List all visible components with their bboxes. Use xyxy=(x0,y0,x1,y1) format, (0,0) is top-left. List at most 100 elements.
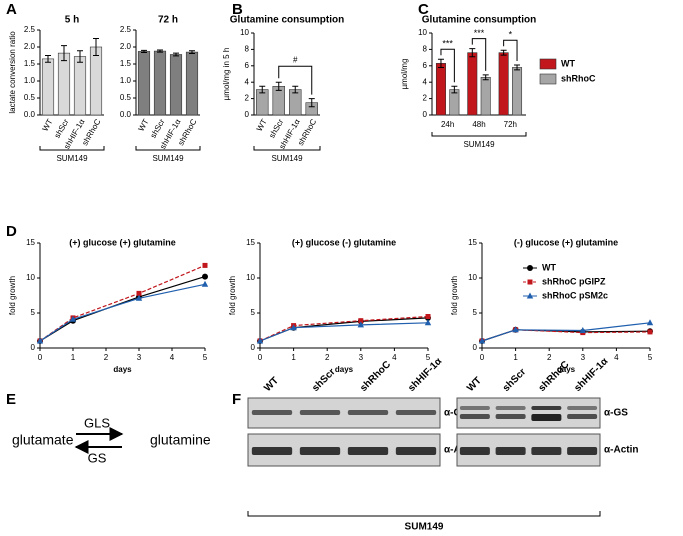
error-bar xyxy=(482,74,489,81)
x-tick-label: 1 xyxy=(71,353,76,362)
blot-band xyxy=(567,414,598,419)
x-tick-label: 4 xyxy=(392,353,397,362)
blot-band xyxy=(299,447,341,455)
y-tick-label: 0 xyxy=(251,343,256,352)
blot-band xyxy=(251,447,293,455)
bar xyxy=(185,51,199,116)
legend-label: shRhoC pGIPZ xyxy=(542,276,606,286)
reaction-diagram: glutamate glutamine GLS GS xyxy=(12,415,211,465)
x-tick-label: 2 xyxy=(547,353,552,362)
x-tick-label: 2 xyxy=(325,353,330,362)
bar xyxy=(137,51,151,116)
legend-label: shRhoC xyxy=(561,73,596,83)
row-label: α-GS xyxy=(604,408,628,419)
x-tick-label: WT xyxy=(255,117,269,132)
blot-band xyxy=(531,406,562,410)
lane-label: shHIF-1α xyxy=(572,355,611,394)
blot-band xyxy=(347,447,389,455)
y-tick-label: 15 xyxy=(468,238,477,247)
blot-band xyxy=(495,406,526,410)
data-point xyxy=(256,337,264,344)
lane-label: shScr xyxy=(501,366,529,394)
data-point xyxy=(646,319,654,326)
significance-bracket xyxy=(440,48,455,83)
error-bar xyxy=(45,55,51,63)
x-tick-label: WT xyxy=(137,117,151,132)
y-tick-label: 2.0 xyxy=(24,42,36,51)
data-point xyxy=(358,318,364,324)
y-tick-label: 1.0 xyxy=(120,76,132,85)
error-bar xyxy=(292,85,299,94)
y-tick-label: 4 xyxy=(245,77,250,86)
y-tick-label: 10 xyxy=(246,273,255,282)
bar xyxy=(512,67,523,116)
bar xyxy=(169,54,183,116)
x-tick-label: 5 xyxy=(648,353,653,362)
blot-band xyxy=(495,414,526,419)
y-tick-label: 2 xyxy=(423,94,428,103)
significance-label: # xyxy=(293,55,298,64)
x-tick-label: 72h xyxy=(504,120,517,129)
forward-enzyme: GLS xyxy=(84,415,110,430)
x-tick-label: 1 xyxy=(513,353,518,362)
panel-label: A xyxy=(6,1,17,18)
y-tick-label: 1.0 xyxy=(24,76,36,85)
substrate: glutamate xyxy=(12,432,74,448)
y-axis-label: µmol/mg xyxy=(400,59,409,90)
y-tick-label: 15 xyxy=(246,238,255,247)
x-tick-label: 3 xyxy=(359,353,364,362)
group-label: SUM149 xyxy=(463,140,495,149)
group-bracket xyxy=(431,132,527,137)
blot-band xyxy=(299,410,341,415)
blot-band xyxy=(531,447,562,455)
data-point xyxy=(512,326,519,333)
x-tick-label: 0 xyxy=(480,353,485,362)
series-line xyxy=(39,276,206,342)
panel-label: C xyxy=(418,1,429,18)
significance-bracket xyxy=(471,38,487,71)
x-tick-label: 2 xyxy=(104,353,109,362)
y-tick-label: 2.5 xyxy=(24,25,36,34)
panel-label: E xyxy=(6,391,16,408)
significance-bracket xyxy=(503,39,518,61)
y-tick-label: 0 xyxy=(423,110,428,119)
y-tick-label: 0 xyxy=(31,343,36,352)
series-line xyxy=(481,329,651,342)
data-point xyxy=(202,262,208,268)
group-label: SUM149 xyxy=(56,154,88,163)
x-tick-label: 0 xyxy=(258,353,263,362)
row-label: α-Actin xyxy=(604,445,638,456)
error-bar xyxy=(275,81,282,91)
blot-band xyxy=(459,447,490,455)
bar xyxy=(289,89,302,116)
x-axis-label: days xyxy=(335,365,354,374)
significance-label: *** xyxy=(442,39,453,49)
data-point xyxy=(201,280,209,287)
error-bar xyxy=(157,49,163,53)
y-axis-label: fold growth xyxy=(450,276,459,315)
data-point xyxy=(202,273,208,280)
y-tick-label: 8 xyxy=(245,45,250,54)
significance-label: *** xyxy=(474,28,485,38)
data-point xyxy=(36,337,44,344)
product: glutamine xyxy=(150,432,211,448)
bar xyxy=(480,76,491,116)
y-axis-label: lactate conversion ratio xyxy=(8,31,17,114)
legend-swatch xyxy=(539,73,557,85)
error-bar xyxy=(437,58,444,68)
group-bracket xyxy=(135,146,201,151)
x-tick-label: 4 xyxy=(614,353,619,362)
y-tick-label: 10 xyxy=(418,28,427,37)
error-bar xyxy=(93,38,99,56)
blot-band xyxy=(347,410,389,415)
bar xyxy=(467,52,478,116)
panel-label: B xyxy=(232,1,243,18)
series-line xyxy=(481,322,651,342)
bar xyxy=(41,58,55,116)
error-bar xyxy=(173,52,179,57)
y-tick-label: 1.5 xyxy=(120,59,132,68)
panel-label: D xyxy=(6,223,17,240)
y-tick-label: 5 xyxy=(473,308,478,317)
